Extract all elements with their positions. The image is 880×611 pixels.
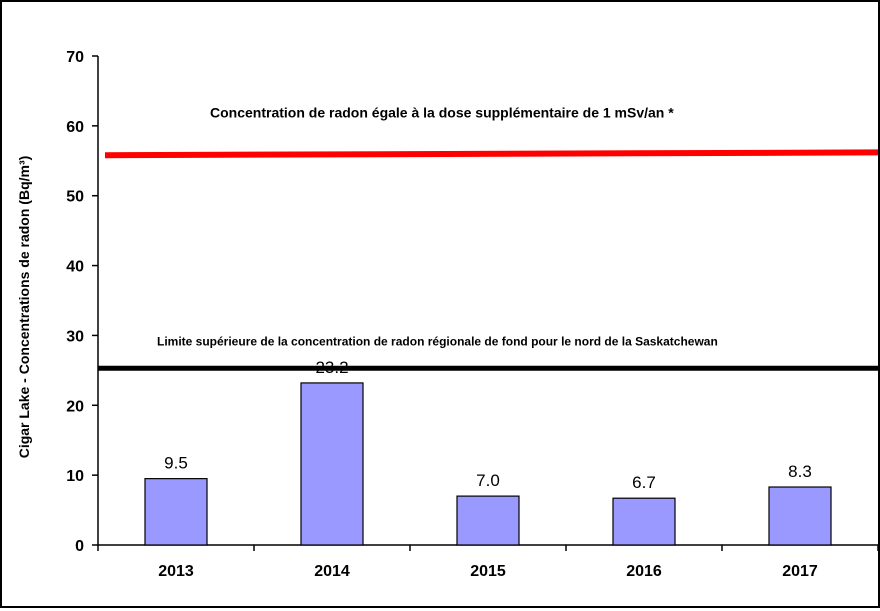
bar	[456, 495, 520, 546]
red-reference-line	[104, 149, 879, 159]
bar-data-label: 7.0	[476, 471, 500, 490]
bar	[768, 486, 832, 546]
x-tick-label: 2015	[470, 563, 506, 580]
bar	[612, 497, 676, 546]
y-tick-label: 40	[66, 259, 84, 276]
y-tick-label: 0	[75, 538, 84, 555]
y-tick-label: 30	[66, 328, 84, 345]
bars-group: 9.523.27.06.78.3	[144, 358, 832, 546]
x-tick-label: 2014	[314, 563, 350, 580]
bar-data-label: 8.3	[788, 462, 812, 481]
bar	[144, 478, 208, 546]
x-tick-label: 2013	[158, 563, 194, 580]
y-tick-label: 50	[66, 189, 84, 206]
bar-data-label: 9.5	[164, 454, 188, 473]
y-tick-label: 60	[66, 119, 84, 136]
x-tick-label: 2017	[782, 563, 818, 580]
bar	[300, 382, 364, 546]
x-tick-label: 2016	[626, 563, 662, 580]
axes: 0 10 20 30 40 50 60 70 2013 2014 2015 2016 2017	[66, 49, 879, 580]
black-reference-label: Limite supérieure de la concentration de…	[157, 334, 718, 348]
y-tick-label: 10	[66, 468, 84, 485]
y-tick-label: 70	[66, 49, 84, 66]
reference-lines-group: Concentration de radon égale à la dose s…	[98, 104, 879, 371]
bar-data-label: 6.7	[632, 473, 656, 492]
y-tick-label: 20	[66, 398, 84, 415]
y-axis-label: Cigar Lake - Concentrations de radon (Bq…	[16, 156, 32, 459]
red-reference-label: Concentration de radon égale à la dose s…	[210, 104, 674, 120]
